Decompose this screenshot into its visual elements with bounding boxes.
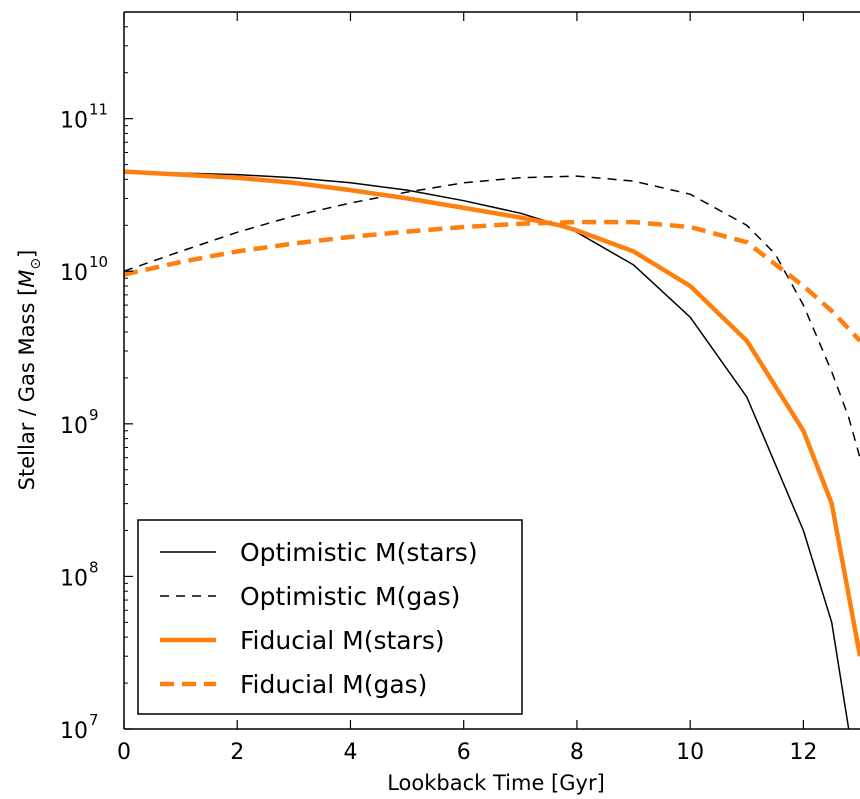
x-axis-title: Lookback Time [Gyr] <box>387 771 605 795</box>
y-tick-exponent: 11 <box>89 101 108 119</box>
x-tick-label: 12 <box>789 740 817 765</box>
legend-label-0: Optimistic M(stars) <box>240 538 478 567</box>
y-tick-label: 10 <box>60 566 88 591</box>
legend-label-2: Fiducial M(stars) <box>240 626 445 655</box>
y-tick-label: 10 <box>60 109 88 134</box>
y-tick-label: 10 <box>60 261 88 286</box>
series-line-3 <box>124 219 860 343</box>
x-tick-label: 6 <box>457 740 471 765</box>
legend: Optimistic M(stars) Optimistic M(gas) Fidu… <box>137 519 523 715</box>
y-tick-exponent: 7 <box>89 711 99 729</box>
series-line-1 <box>124 175 860 458</box>
series-layer <box>124 169 860 729</box>
y-axis-unit: M <box>15 270 39 288</box>
y-axis-close: ] <box>15 250 39 258</box>
legend-label-3: Fiducial M(gas) <box>240 670 427 699</box>
x-tick-label: 4 <box>343 740 357 765</box>
x-tick-label: 2 <box>230 740 244 765</box>
y-tick-exponent: 9 <box>89 406 99 424</box>
tick-layer <box>123 11 804 730</box>
y-tick-exponent: 10 <box>89 253 108 271</box>
y-tick-exponent: 8 <box>89 558 99 576</box>
y-tick-label: 10 <box>60 414 88 439</box>
y-tick-label: 10 <box>60 719 88 744</box>
x-tick-label: 0 <box>117 740 131 765</box>
y-axis-title-text: Stellar / Gas Mass [ <box>15 288 39 491</box>
x-tick-label: 10 <box>676 740 704 765</box>
y-axis-unit-sub: ⊙ <box>28 258 44 270</box>
y-axis-title: Stellar / Gas Mass [M⊙] <box>15 250 44 491</box>
legend-label-1: Optimistic M(gas) <box>240 582 460 611</box>
x-tick-label: 8 <box>570 740 584 765</box>
